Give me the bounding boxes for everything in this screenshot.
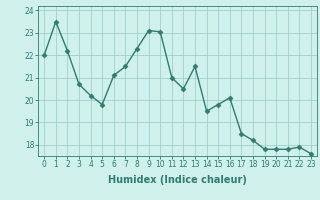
X-axis label: Humidex (Indice chaleur): Humidex (Indice chaleur) [108,175,247,185]
